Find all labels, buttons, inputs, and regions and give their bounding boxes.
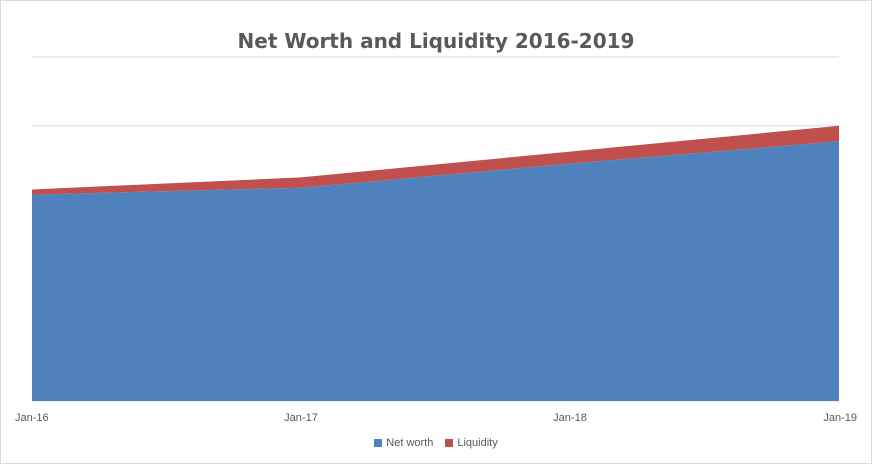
- x-tick-label: Jan-19: [823, 412, 857, 424]
- area-net-worth: [32, 141, 839, 401]
- chart-title: Net Worth and Liquidity 2016-2019: [237, 29, 635, 53]
- x-tick-label: Jan-16: [15, 412, 49, 424]
- legend-swatch-liquidity: [445, 439, 454, 447]
- legend-label-net-worth: Net worth: [386, 437, 434, 449]
- legend-swatch-net-worth: [374, 439, 383, 447]
- x-tick-label: Jan-17: [284, 412, 318, 424]
- x-axis-tick-labels: Jan-16 Jan-17 Jan-18 Jan-19: [15, 412, 857, 424]
- legend-item-net-worth: Net worth: [374, 437, 433, 449]
- legend: Net worth Liquidity: [1, 437, 871, 449]
- legend-label-liquidity: Liquidity: [457, 437, 498, 449]
- area-series: [32, 125, 839, 401]
- x-tick-label: Jan-18: [553, 412, 587, 424]
- area-liquidity: [32, 125, 839, 195]
- legend-item-liquidity: Liquidity: [445, 437, 498, 449]
